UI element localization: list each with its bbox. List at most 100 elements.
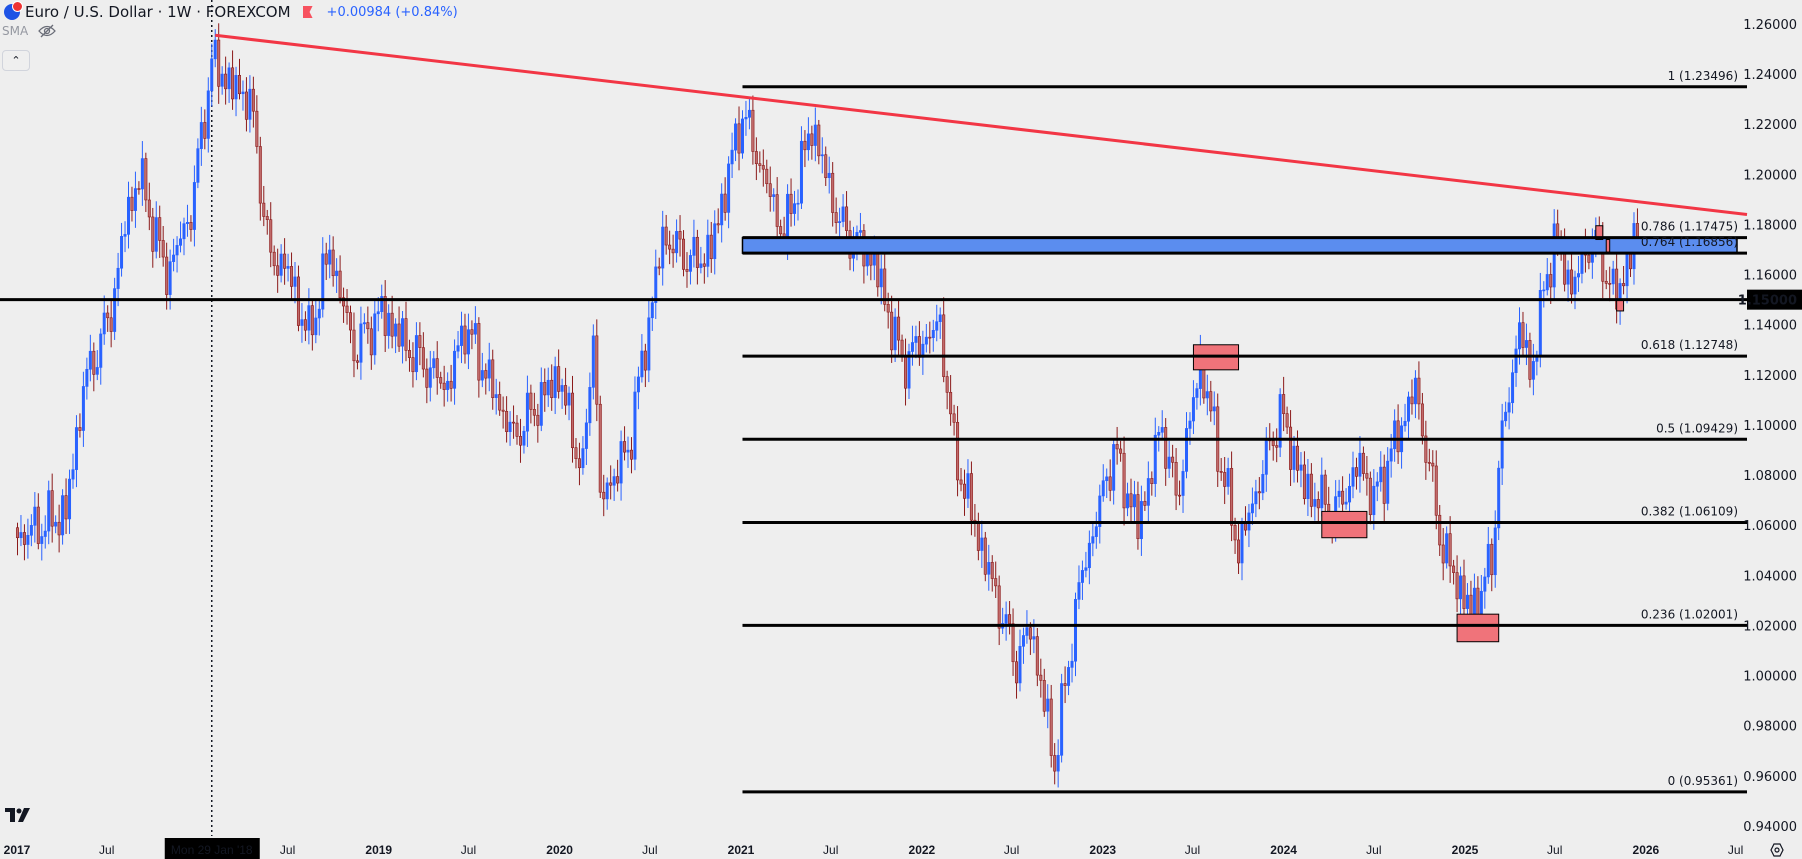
candle-up [1611,268,1615,285]
candle-up [172,254,176,262]
candle-up [1306,473,1310,500]
candle-down [1275,445,1279,448]
candle-down [543,382,547,396]
candle-down [1257,491,1261,494]
candle-down [869,253,873,266]
candle-up [838,221,842,223]
candle-down [78,427,82,431]
candle-down [1420,403,1424,437]
symbol-title[interactable]: Euro / U.S. Dollar · 1W · FOREXCOM [25,3,291,21]
candle-down [161,240,165,258]
candle-up [328,249,332,265]
highlight-box[interactable] [1616,299,1625,312]
candle-up [241,91,245,95]
highlight-box[interactable] [1456,613,1500,643]
candle-down [217,39,221,87]
candle-up [1254,491,1258,505]
price-axis[interactable]: 1.26000 1.24000 1.22000 1.20000 1.18000 1.160… [1738,18,1802,835]
candle-up [813,124,817,146]
candle-up [47,490,51,532]
candle-up [935,321,939,331]
candle-up [907,351,911,389]
candle-down [671,248,675,254]
candle-up [1344,501,1348,505]
drawings[interactable]: 1 (1.23496) 0.786 (1.17475)0.764 (1.16856… [0,33,1748,794]
candle-up [1531,361,1535,380]
candle-up [1073,599,1077,662]
candle-up [456,345,460,352]
candle-up [168,261,172,295]
highlight-box[interactable] [1605,239,1611,253]
candle-down [22,532,26,545]
collapse-legend-button[interactable]: ⌃ [2,50,30,71]
candle-down [598,403,602,493]
candle-down [137,188,141,190]
candle-down [831,172,835,213]
eye-off-icon[interactable] [38,24,57,38]
time-axis[interactable]: 2017 Jul Jul 2019 Jul 2020 Jul 2021 Jul 2022 Jul 20… [4,838,1744,859]
candle-up [279,253,283,276]
candle-up [612,476,616,486]
time-tick-label: 2019 [365,843,392,857]
candle-up [466,329,470,355]
candle-down [1622,283,1626,287]
candle-up [661,226,665,269]
indicator-label[interactable]: SMA [2,24,29,38]
candle-up [820,154,824,157]
flag-marker-icon[interactable] [302,6,313,18]
candle-down [962,483,966,499]
price-tick-label: 1.06000 [1743,519,1797,534]
highlight-box[interactable] [1595,225,1604,241]
candle-up [199,122,203,149]
candle-up [286,266,290,269]
settings-icon[interactable] [1770,843,1784,857]
candle-down [900,339,904,357]
candle-down [477,323,481,381]
candle-down [997,585,1001,629]
trendline[interactable] [215,33,1748,216]
candle-up [692,236,696,256]
candle-down [1243,523,1247,531]
candle-down [886,304,890,313]
candle-down [1219,470,1223,473]
candle-up [1188,420,1192,429]
candle-down [407,350,411,358]
candle-down [1469,594,1473,617]
tradingview-logo[interactable] [5,808,30,822]
candle-down [716,223,720,226]
candle-up [591,335,595,388]
current-level-marker [1747,289,1802,310]
candle-up [1472,587,1476,617]
candle-down [532,409,536,416]
candle-up [480,370,484,381]
candle-down [557,366,561,392]
candle-down [130,196,134,211]
candle-up [858,230,862,233]
candle-up [1292,445,1296,470]
candle-down [1528,340,1532,380]
candle-up [85,368,89,387]
highlight-box[interactable] [1321,510,1368,539]
time-tick-label: Jul [1728,843,1743,857]
candle-up [453,350,457,389]
candle-down [303,319,307,331]
candle-up [1486,543,1490,578]
candle-up [1098,495,1102,527]
candle-down [571,392,575,449]
candle-up [720,193,724,226]
candle-down [1417,377,1421,405]
symbol-header[interactable]: Euro / U.S. Dollar · 1W · FOREXCOM +0.00… [4,1,458,22]
candles [15,23,1639,788]
price-tick-label: 1.16000 [1743,269,1797,284]
candle-down [1309,473,1313,507]
candle-down [109,317,113,332]
candle-down [1271,440,1275,446]
indicator-row[interactable]: SMA [2,24,57,38]
candle-up [432,358,436,369]
candle-up [29,525,33,536]
candle-up [1146,478,1150,506]
candle-down [602,491,606,500]
candle-down [1608,282,1612,285]
resistance-zone[interactable] [741,236,1738,254]
